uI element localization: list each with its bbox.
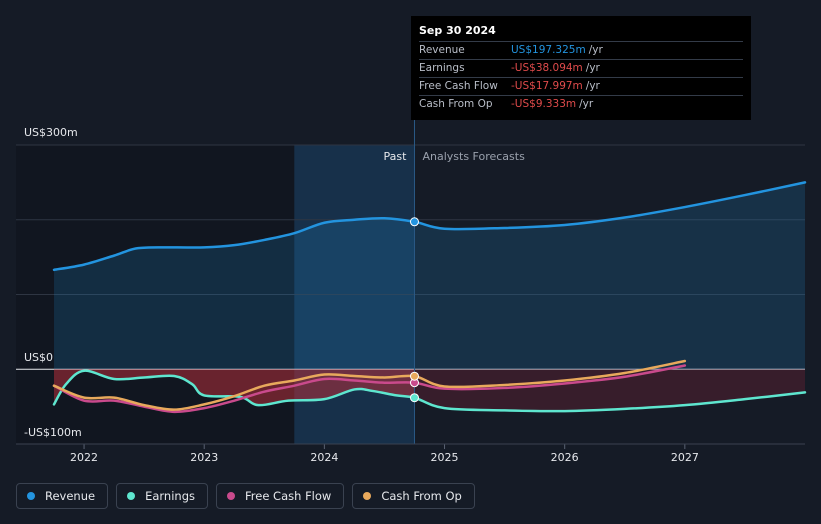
x-tick-label: 2026: [551, 451, 579, 464]
y-label-top: US$300m: [24, 126, 78, 139]
tooltip-label: Cash From Op: [419, 98, 493, 110]
legend-item-cash-from-op[interactable]: Cash From Op: [352, 483, 475, 509]
y-label-bottom: -US$100m: [24, 426, 82, 439]
tooltip-value: -US$38.094m: [511, 62, 583, 74]
tooltip-unit: /yr: [588, 44, 603, 56]
legend-item-revenue[interactable]: Revenue: [16, 483, 109, 509]
legend-dot-icon: [27, 492, 35, 500]
past-label: Past: [384, 150, 408, 163]
x-tick-label: 2022: [70, 451, 98, 464]
cash-from-op-line: [52, 359, 687, 411]
legend-label: Cash From Op: [381, 489, 462, 503]
tooltip-row-revenue: Revenue US$197.325m /yr: [419, 41, 743, 59]
cash-from-op-marker: [409, 371, 419, 381]
legend-label: Earnings: [145, 489, 195, 503]
legend: Revenue Earnings Free Cash Flow Cash Fro…: [16, 483, 475, 509]
legend-dot-icon: [363, 492, 372, 500]
tooltip-row-cash-from-op: Cash From Op -US$9.333m /yr: [419, 95, 743, 113]
earnings-forecast-area: [414, 369, 805, 412]
x-tick-label: 2025: [431, 451, 459, 464]
tooltip-label: Free Cash Flow: [419, 80, 498, 92]
tooltip-row-earnings: Earnings -US$38.094m /yr: [419, 59, 743, 77]
earnings-line: [52, 369, 807, 413]
tooltip: Sep 30 2024 Revenue US$197.325m /yr Earn…: [411, 16, 751, 120]
revenue-line: [52, 181, 807, 272]
x-tick-label: 2024: [310, 451, 338, 464]
tooltip-label: Revenue: [419, 44, 465, 56]
tooltip-unit: /yr: [585, 62, 600, 74]
tooltip-value: US$197.325m: [511, 44, 586, 56]
earnings-marker: [409, 393, 419, 403]
tooltip-date: Sep 30 2024: [419, 24, 496, 37]
legend-item-free-cash-flow[interactable]: Free Cash Flow: [216, 483, 345, 509]
tooltip-unit: /yr: [585, 80, 600, 92]
legend-dot-icon: [127, 492, 136, 500]
legend-label: Free Cash Flow: [245, 489, 332, 503]
revenue-marker: [409, 217, 419, 227]
tooltip-unit: /yr: [579, 98, 594, 110]
x-tick-label: 2023: [190, 451, 218, 464]
tooltip-value: -US$17.997m: [511, 80, 583, 92]
free-cash-flow-line: [52, 364, 687, 414]
legend-item-earnings[interactable]: Earnings: [116, 483, 208, 509]
revenue-area: [54, 182, 806, 370]
x-tick-label: 2027: [671, 451, 699, 464]
tooltip-label: Earnings: [419, 62, 465, 74]
legend-dot-icon: [227, 492, 235, 500]
y-label-zero: US$0: [24, 351, 53, 364]
forecast-label: Analysts Forecasts: [422, 150, 525, 163]
tooltip-row-free-cash-flow: Free Cash Flow -US$17.997m /yr: [419, 77, 743, 95]
legend-label: Revenue: [45, 489, 96, 503]
tooltip-value: -US$9.333m: [511, 98, 577, 110]
